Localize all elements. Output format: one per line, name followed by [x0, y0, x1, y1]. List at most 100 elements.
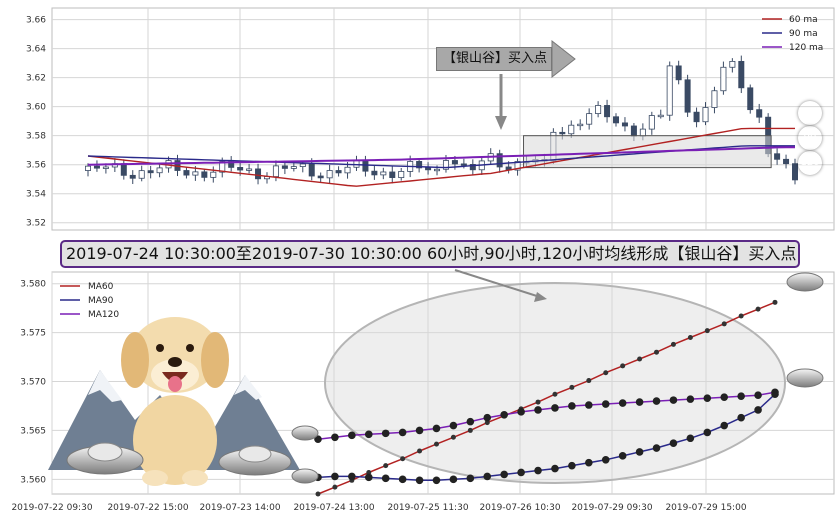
bottom-ma90-point	[720, 421, 729, 430]
ma60-badge-label: 60	[803, 107, 817, 118]
bottom-ma60-point	[400, 456, 406, 462]
bottom-x-tick-label: 2019-07-29 15:00	[665, 503, 746, 513]
candle-body-down	[738, 60, 745, 89]
bottom-ma90-point	[686, 434, 695, 443]
bottom-ma60-point	[417, 448, 423, 454]
bottom-ma60-point	[738, 313, 744, 319]
bottom-ma60-point	[721, 321, 727, 327]
candle	[729, 58, 736, 73]
bottom-ma60-point	[467, 427, 473, 433]
bottom-ma90-point	[669, 439, 678, 447]
candle-body-up	[595, 105, 602, 115]
candle-body-up	[290, 166, 297, 169]
bottom-ma60-point	[383, 463, 389, 469]
candle-body-down	[756, 109, 763, 118]
candle	[201, 168, 208, 182]
bottom-ma90-point	[415, 476, 424, 485]
bottom-ma60-point	[484, 420, 490, 426]
bottom-y-tick-label: 3.565	[20, 426, 46, 436]
bottom-ma120-point	[398, 428, 407, 437]
bottom-ma90-point	[551, 464, 559, 473]
bottom-ma90-point	[568, 461, 576, 470]
bottom-y-tick-label: 3.575	[20, 329, 46, 339]
candle-body-down	[693, 111, 700, 123]
bottom-legend: MA60 MA90 MA120	[60, 282, 119, 320]
candle	[568, 120, 575, 139]
candle-body-down	[675, 65, 682, 81]
candle-body-down	[308, 163, 315, 177]
candle-body-down	[362, 160, 369, 172]
signal-banner-text: 2019-07-24 10:30:00至2019-07-30 10:30:00 …	[66, 244, 797, 263]
candle-body-up	[586, 113, 593, 125]
candle-body-down	[416, 161, 423, 169]
candle-body-down	[201, 171, 208, 178]
top-plot-frame	[51, 7, 835, 231]
candle-body-up	[711, 90, 718, 108]
bottom-ma60-point	[603, 370, 609, 376]
candle-body-up	[514, 161, 521, 171]
candle-body-down	[747, 87, 754, 111]
top-price-panel: 3.66 3.64 3.62 3.60 3.58 3.56 3.54 3.52 60 ma 90…	[26, 7, 835, 231]
bottom-ma90-point	[466, 474, 475, 483]
candle-body-up	[568, 124, 575, 135]
candle-body-up	[577, 123, 584, 127]
bottom-ma60-point	[704, 328, 710, 334]
top-legend-label: 90 ma	[789, 29, 818, 39]
candle-body-up	[639, 128, 646, 137]
top-y-tick-label: 3.66	[26, 16, 46, 26]
bottom-ma120-point	[364, 430, 373, 439]
bottom-ma60-point	[586, 378, 592, 384]
candle-body-down	[335, 170, 342, 174]
candle	[246, 163, 253, 174]
top-ma-lines	[87, 127, 795, 187]
bottom-legend-label: MA90	[88, 296, 114, 306]
bottom-x-tick-label: 2019-07-29 09:30	[571, 503, 652, 513]
candle-body-up	[246, 168, 253, 171]
candle-body-up	[442, 160, 449, 170]
top-y-tick-label: 3.58	[26, 132, 46, 142]
bottom-ma120-point	[601, 400, 610, 408]
bottom-ma60-point	[772, 299, 778, 305]
buy-point-callout-text: 【银山谷】买入点	[443, 51, 548, 66]
candle	[147, 165, 154, 179]
candle-body-down	[469, 164, 476, 171]
bottom-ma90-point	[601, 455, 610, 464]
candle	[335, 166, 342, 177]
bottom-ma90-point	[432, 476, 441, 485]
candle-body-up	[702, 107, 709, 123]
candle-body-up	[434, 168, 441, 172]
bottom-y-tick-label: 3.570	[20, 378, 46, 388]
bottom-y-axis: 3.580 3.575 3.570 3.565 3.560	[20, 280, 46, 486]
candle	[783, 154, 790, 169]
bottom-ma60-point	[654, 349, 660, 355]
bottom-x-tick-label: 2019-07-24 13:00	[293, 503, 374, 513]
bottom-ma90-point	[331, 472, 339, 481]
candle-body-down	[255, 168, 262, 180]
bottom-ma120-point	[703, 394, 712, 402]
dog-illustration	[121, 317, 229, 486]
top-y-tick-label: 3.52	[26, 219, 46, 229]
candle	[380, 167, 387, 180]
candle-body-down	[120, 163, 127, 176]
buy-point-callout: 【银山谷】买入点	[436, 47, 552, 71]
bottom-ma120-point	[585, 401, 593, 409]
top-y-axis: 3.66 3.64 3.62 3.60 3.58 3.56 3.54 3.52	[26, 16, 46, 229]
bottom-ma120-point	[551, 404, 559, 412]
candle-body-down	[613, 116, 620, 124]
top-y-tick-label: 3.64	[26, 45, 46, 55]
bottom-ma60-point	[535, 399, 541, 405]
bottom-ma90-point	[398, 475, 407, 484]
candle	[586, 108, 593, 130]
bottom-ma-lines	[314, 299, 779, 497]
top-y-tick-label: 3.54	[26, 190, 46, 200]
candle-body-up	[648, 115, 655, 130]
banner-pointer-arrow	[534, 292, 547, 302]
bottom-ma60-point	[450, 434, 456, 440]
candle	[138, 165, 145, 182]
bottom-ma120-line	[317, 391, 776, 440]
bottom-ma90-point	[635, 448, 644, 456]
bottom-ma60-line	[317, 301, 776, 495]
candle	[371, 165, 378, 180]
bottom-ma60-point	[670, 341, 676, 347]
